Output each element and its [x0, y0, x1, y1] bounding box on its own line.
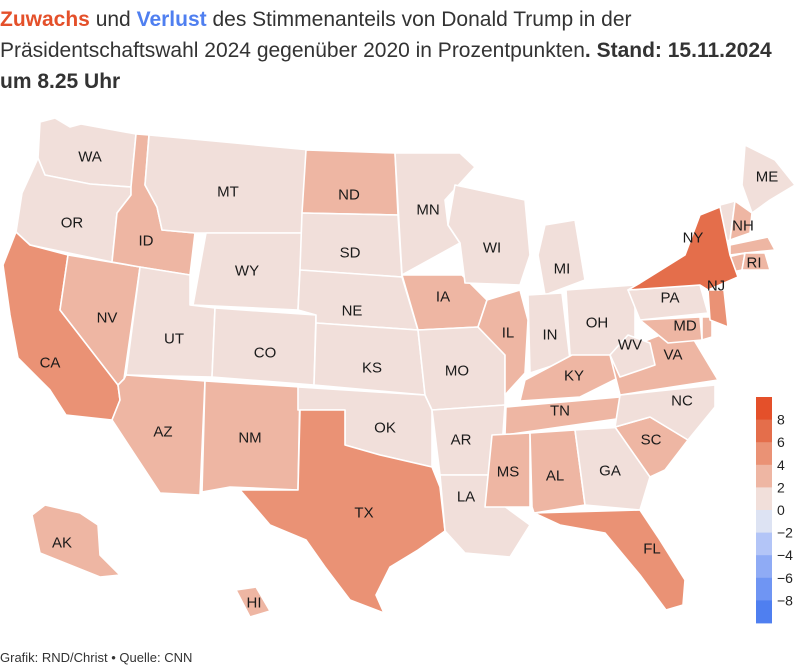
state-ne[interactable]: [297, 269, 419, 331]
state-label-ny: NY: [683, 230, 704, 247]
legend-tick-label: 4: [777, 457, 785, 473]
state-label-tn: TN: [550, 403, 570, 420]
state-il[interactable]: [477, 289, 529, 396]
legend-swatch: [756, 600, 772, 624]
labels-layer: WA OR CA NV ID MT WY UT CO AZ NM ND SD NE KS OK TX MN IA MO…: [40, 149, 779, 612]
legend-tick-label: −4: [777, 547, 793, 563]
state-label-nd: ND: [338, 187, 360, 204]
gain-word: Zuwachs: [0, 8, 90, 31]
state-label-ok: OK: [374, 420, 396, 437]
state-hi[interactable]: [235, 586, 271, 618]
states-layer: [2, 117, 796, 618]
state-mi[interactable]: [537, 219, 586, 296]
state-tx[interactable]: [239, 409, 446, 614]
legend-tick-label: 2: [777, 479, 785, 495]
legend-ticks: 8 6 4 2 0 −2 −4 −6 −8: [777, 412, 793, 609]
state-nc[interactable]: [614, 384, 716, 441]
state-ri[interactable]: [741, 252, 771, 271]
state-label-va: VA: [664, 347, 683, 364]
legend-tick-label: 6: [777, 434, 785, 450]
state-wv[interactable]: [609, 334, 656, 378]
state-ak[interactable]: [31, 504, 121, 578]
state-fl[interactable]: [533, 509, 686, 611]
state-label-wy: WY: [235, 263, 259, 280]
legend-swatch: [756, 397, 772, 420]
state-label-wv: WV: [618, 337, 642, 354]
state-label-hi: HI: [247, 595, 262, 612]
legend-tick-label: 0: [777, 502, 785, 518]
state-md[interactable]: [639, 316, 703, 344]
legend-swatch: [756, 577, 772, 601]
state-label-tx: TX: [354, 505, 373, 522]
state-label-al: AL: [546, 468, 564, 485]
state-label-id: ID: [139, 233, 154, 250]
state-label-wa: WA: [78, 149, 102, 166]
legend-swatch: [756, 555, 772, 579]
state-label-nc: NC: [671, 393, 693, 410]
legend-swatch: [756, 487, 772, 511]
legend-tick-label: 8: [777, 412, 785, 428]
stand-text: . Stand: 15.11.2024 um 8.25 Uhr: [0, 39, 772, 93]
state-label-nv: NV: [97, 310, 118, 327]
state-label-wi: WI: [483, 240, 501, 257]
state-label-mi: MI: [554, 261, 571, 278]
state-label-ne: NE: [342, 303, 363, 320]
and-word: und: [95, 8, 131, 31]
headline: Zuwachs und Verlust des Stimmenanteils v…: [0, 4, 790, 97]
state-label-il: IL: [502, 325, 515, 342]
state-label-la: LA: [457, 489, 475, 506]
state-label-nh: NH: [732, 218, 754, 235]
legend: 8 6 4 2 0 −2 −4 −6 −8: [756, 397, 793, 624]
state-nm[interactable]: [201, 380, 301, 493]
state-label-me: ME: [756, 169, 779, 186]
legend-swatch: [756, 510, 772, 533]
state-mn[interactable]: [394, 152, 476, 276]
state-label-ca: CA: [40, 355, 61, 372]
state-label-sc: SC: [641, 432, 662, 449]
state-label-ia: IA: [436, 289, 450, 306]
legend-tick-label: −8: [777, 592, 793, 608]
state-label-ga: GA: [599, 463, 621, 480]
state-me[interactable]: [741, 144, 796, 214]
state-label-ak: AK: [52, 535, 72, 552]
state-label-md: MD: [673, 318, 696, 335]
state-label-ms: MS: [497, 464, 520, 481]
state-ny[interactable]: [627, 206, 739, 291]
state-label-pa: PA: [661, 290, 680, 307]
state-label-ks: KS: [362, 360, 382, 377]
state-wi[interactable]: [447, 184, 531, 286]
state-nh[interactable]: [729, 200, 753, 241]
state-nj[interactable]: [707, 289, 729, 328]
state-nd[interactable]: [301, 149, 399, 216]
state-label-sd: SD: [340, 245, 361, 262]
state-label-ky: KY: [564, 368, 584, 385]
legend-swatch: [756, 532, 772, 556]
legend-tick-label: −2: [777, 525, 793, 541]
state-label-oh: OH: [586, 315, 609, 332]
state-ms[interactable]: [484, 432, 531, 508]
state-label-or: OR: [61, 215, 84, 232]
legend-swatch: [756, 464, 772, 488]
legend-tick-label: −6: [777, 570, 793, 586]
state-label-nj: NJ: [707, 278, 725, 295]
legend-swatch: [756, 442, 772, 466]
state-label-ut: UT: [164, 331, 184, 348]
state-label-mn: MN: [416, 202, 439, 219]
state-label-fl: FL: [643, 541, 661, 558]
state-label-mo: MO: [445, 363, 469, 380]
footer-source: Grafik: RND/Christ • Quelle: CNN: [0, 650, 193, 665]
state-label-co: CO: [254, 345, 277, 362]
state-label-in: IN: [543, 327, 558, 344]
state-label-ar: AR: [451, 432, 472, 449]
headline-text: des Stimmenanteils von Donald Trump in d…: [0, 8, 632, 62]
state-al[interactable]: [529, 429, 586, 514]
us-map: WA OR CA NV ID MT WY UT CO AZ NM ND SD NE KS OK TX MN IA MO…: [2, 117, 796, 618]
loss-word: Verlust: [136, 8, 207, 31]
legend-swatch: [756, 419, 772, 443]
state-label-az: AZ: [153, 424, 172, 441]
state-label-mt: MT: [217, 184, 239, 201]
state-label-ri: RI: [747, 255, 762, 272]
legend-boxes: [756, 397, 772, 624]
state-label-nm: NM: [238, 430, 261, 447]
